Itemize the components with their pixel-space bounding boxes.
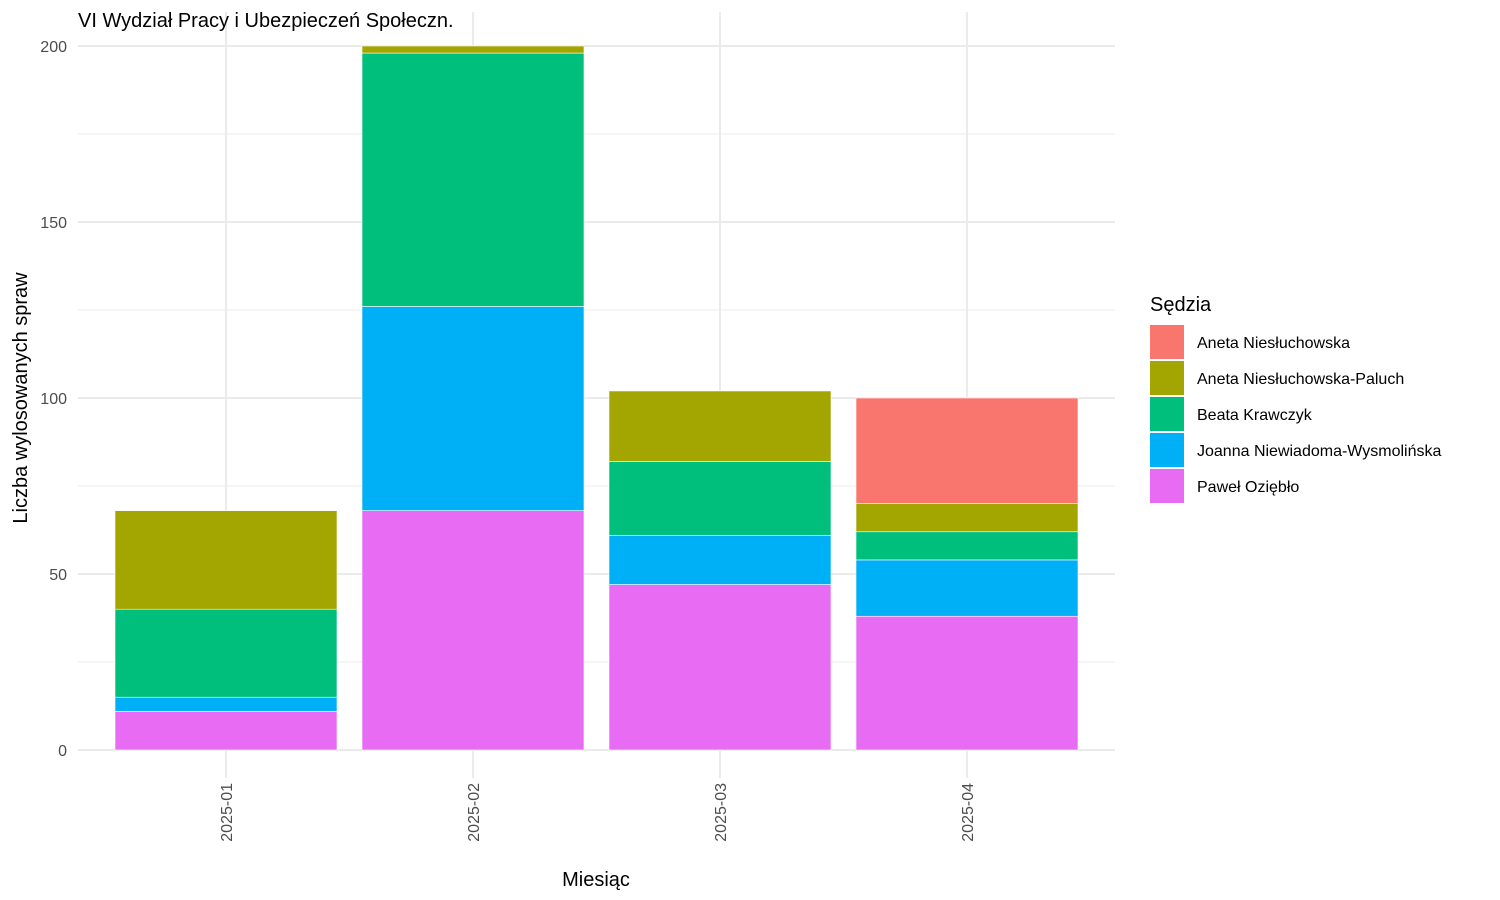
bar-2025-01-joanna-niewiadoma-wysmolinska [114, 696, 338, 712]
legend-label-aneta-niesluchowska: Aneta Niesłuchowska [1197, 335, 1350, 352]
bar-2025-01-beata-krawczyk [114, 608, 338, 698]
bar-2025-03-pawel-ozieblo [608, 584, 832, 751]
bar-2025-04-joanna-niewiadoma-wysmolinska [855, 559, 1079, 617]
bars-layer [114, 45, 1079, 751]
x-tick-label: 2025-04 [960, 783, 977, 842]
bar-2025-02-beata-krawczyk [361, 52, 585, 307]
bar-2025-04-aneta-niesluchowska-paluch [855, 503, 1079, 533]
y-tick-label: 200 [40, 39, 67, 56]
legend-label-beata-krawczyk: Beata Krawczyk [1197, 407, 1313, 424]
y-axis-title: Liczba wylosowanych spraw [10, 272, 32, 524]
chart-title: VI Wydział Pracy i Ubezpieczeń Społeczn. [78, 10, 454, 32]
bar-2025-02-aneta-niesluchowska-paluch [361, 45, 585, 54]
x-axis-title: Miesiąc [562, 869, 630, 891]
x-axis-ticks: 2025-01 2025-02 2025-03 2025-04 [219, 783, 977, 842]
legend-label-joanna-niewiadoma-wysmolinska: Joanna Niewiadoma-Wysmolińska [1197, 443, 1442, 460]
y-axis-ticks: 0 50 100 150 200 [40, 39, 67, 760]
bar-2025-03-joanna-niewiadoma-wysmolinska [608, 534, 832, 585]
legend-key-beata-krawczyk [1150, 397, 1184, 431]
legend-title: Sędzia [1150, 294, 1212, 316]
bar-2025-03-beata-krawczyk [608, 461, 832, 536]
bar-2025-04-aneta-niesluchowska [855, 397, 1079, 504]
x-tick-label: 2025-02 [466, 783, 483, 842]
bar-2025-04-beata-krawczyk [855, 531, 1079, 561]
bar-2025-02-pawel-ozieblo [361, 510, 585, 751]
y-tick-label: 0 [58, 743, 67, 760]
y-tick-label: 100 [40, 391, 67, 408]
bar-2025-03-aneta-niesluchowska-paluch [608, 390, 832, 462]
legend-key-pawel-ozieblo [1150, 469, 1184, 503]
legend-key-aneta-niesluchowska [1150, 325, 1184, 359]
legend-label-aneta-niesluchowska-paluch: Aneta Niesłuchowska-Paluch [1197, 371, 1404, 388]
bar-2025-02-joanna-niewiadoma-wysmolinska [361, 306, 585, 511]
legend-label-pawel-ozieblo: Paweł Oziębło [1197, 479, 1299, 496]
y-tick-label: 50 [49, 567, 67, 584]
legend: Sędzia Aneta Niesłuchowska Aneta Niesłuch… [1150, 294, 1442, 503]
legend-key-joanna-niewiadoma-wysmolinska [1150, 433, 1184, 467]
bar-2025-01-aneta-niesluchowska-paluch [114, 510, 338, 610]
bar-2025-01-pawel-ozieblo [114, 710, 338, 751]
y-tick-label: 150 [40, 215, 67, 232]
bar-2025-04-pawel-ozieblo [855, 615, 1079, 751]
x-tick-label: 2025-03 [713, 783, 730, 842]
legend-key-aneta-niesluchowska-paluch [1150, 361, 1184, 395]
x-tick-label: 2025-01 [219, 783, 236, 842]
